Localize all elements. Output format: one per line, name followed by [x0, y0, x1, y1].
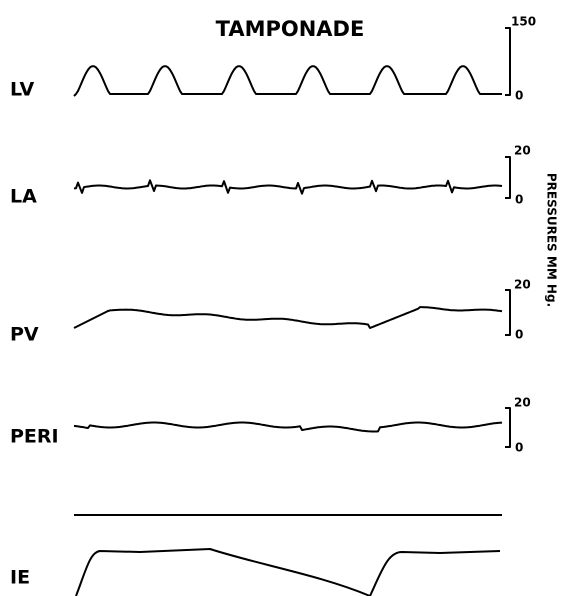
scale-bottom: 0	[515, 193, 523, 207]
track-label: PERI	[10, 426, 59, 448]
scale-top: 150	[511, 15, 536, 29]
scale-bottom: 0	[515, 328, 523, 342]
track-label: PV	[10, 324, 39, 346]
scale-bracket	[505, 289, 511, 336]
trace	[73, 65, 502, 97]
axis-label: PRESSURES MM Hg.	[545, 173, 559, 307]
trace	[73, 306, 503, 329]
scale-top: 20	[514, 396, 531, 410]
track-label: LA	[10, 186, 37, 208]
scale-bracket	[505, 27, 511, 96]
trace	[73, 421, 503, 433]
trace	[75, 548, 501, 596]
track-label: IE	[10, 567, 30, 589]
scale-bottom: 0	[515, 89, 523, 103]
track-label: LV	[10, 79, 34, 101]
title: TAMPONADE	[216, 17, 365, 41]
scale-bracket	[505, 407, 511, 448]
trace	[73, 179, 503, 195]
scale-top: 20	[514, 278, 531, 292]
scale-top: 20	[514, 144, 531, 158]
scale-bracket	[505, 156, 511, 199]
scale-bottom: 0	[515, 441, 523, 455]
